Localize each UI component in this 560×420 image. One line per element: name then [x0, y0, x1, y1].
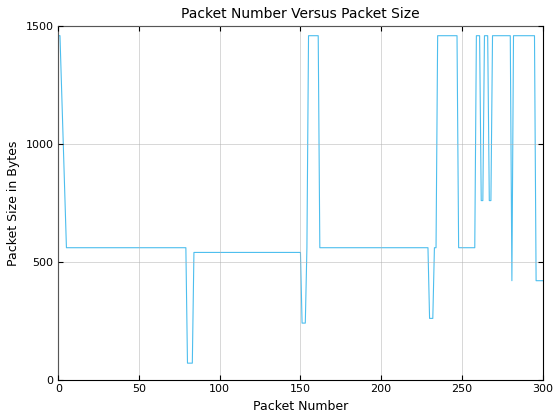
X-axis label: Packet Number: Packet Number — [253, 400, 348, 413]
Y-axis label: Packet Size in Bytes: Packet Size in Bytes — [7, 140, 20, 265]
Title: Packet Number Versus Packet Size: Packet Number Versus Packet Size — [181, 7, 420, 21]
